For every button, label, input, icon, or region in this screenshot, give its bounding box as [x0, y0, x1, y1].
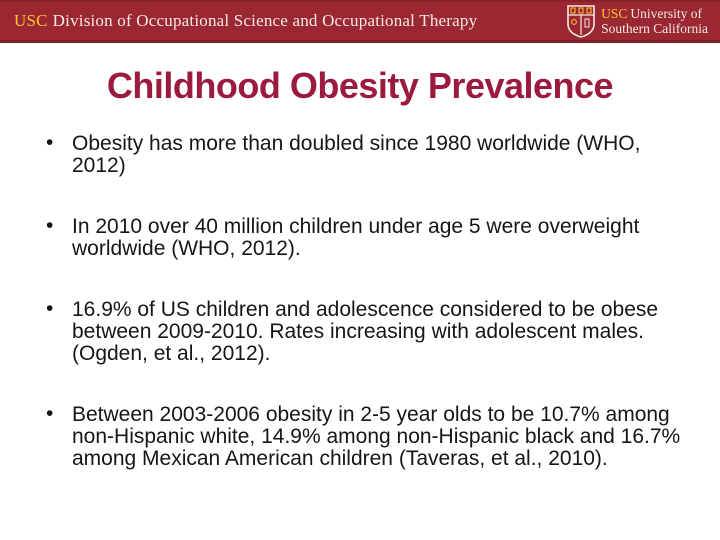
slide-title: Childhood Obesity Prevalence — [106, 65, 614, 106]
university-wordmark: USC University of Southern California — [601, 6, 708, 36]
university-line1: University of — [630, 5, 703, 21]
bullet-item-2: In 2010 over 40 million children under a… — [46, 215, 682, 260]
bullet-list: Obesity has more than doubled since 1980… — [0, 132, 682, 470]
usc-shield-icon — [566, 4, 596, 38]
bullet-item-3: 16.9% of US children and adolescence con… — [46, 298, 682, 365]
usc-logotype-small: USC — [601, 5, 628, 21]
bullet-item-4: Between 2003-2006 obesity in 2-5 year ol… — [46, 403, 682, 470]
department-name: Division of Occupational Science and Occ… — [52, 11, 478, 30]
usc-header-bar: USC Division of Occupational Science and … — [0, 0, 720, 43]
university-logo: USC University of Southern California — [566, 4, 708, 38]
department-wordmark: USC Division of Occupational Science and … — [14, 11, 477, 31]
usc-logotype: USC — [14, 11, 48, 30]
university-line2: Southern California — [601, 21, 708, 36]
bullet-item-1: Obesity has more than doubled since 1980… — [46, 132, 682, 177]
